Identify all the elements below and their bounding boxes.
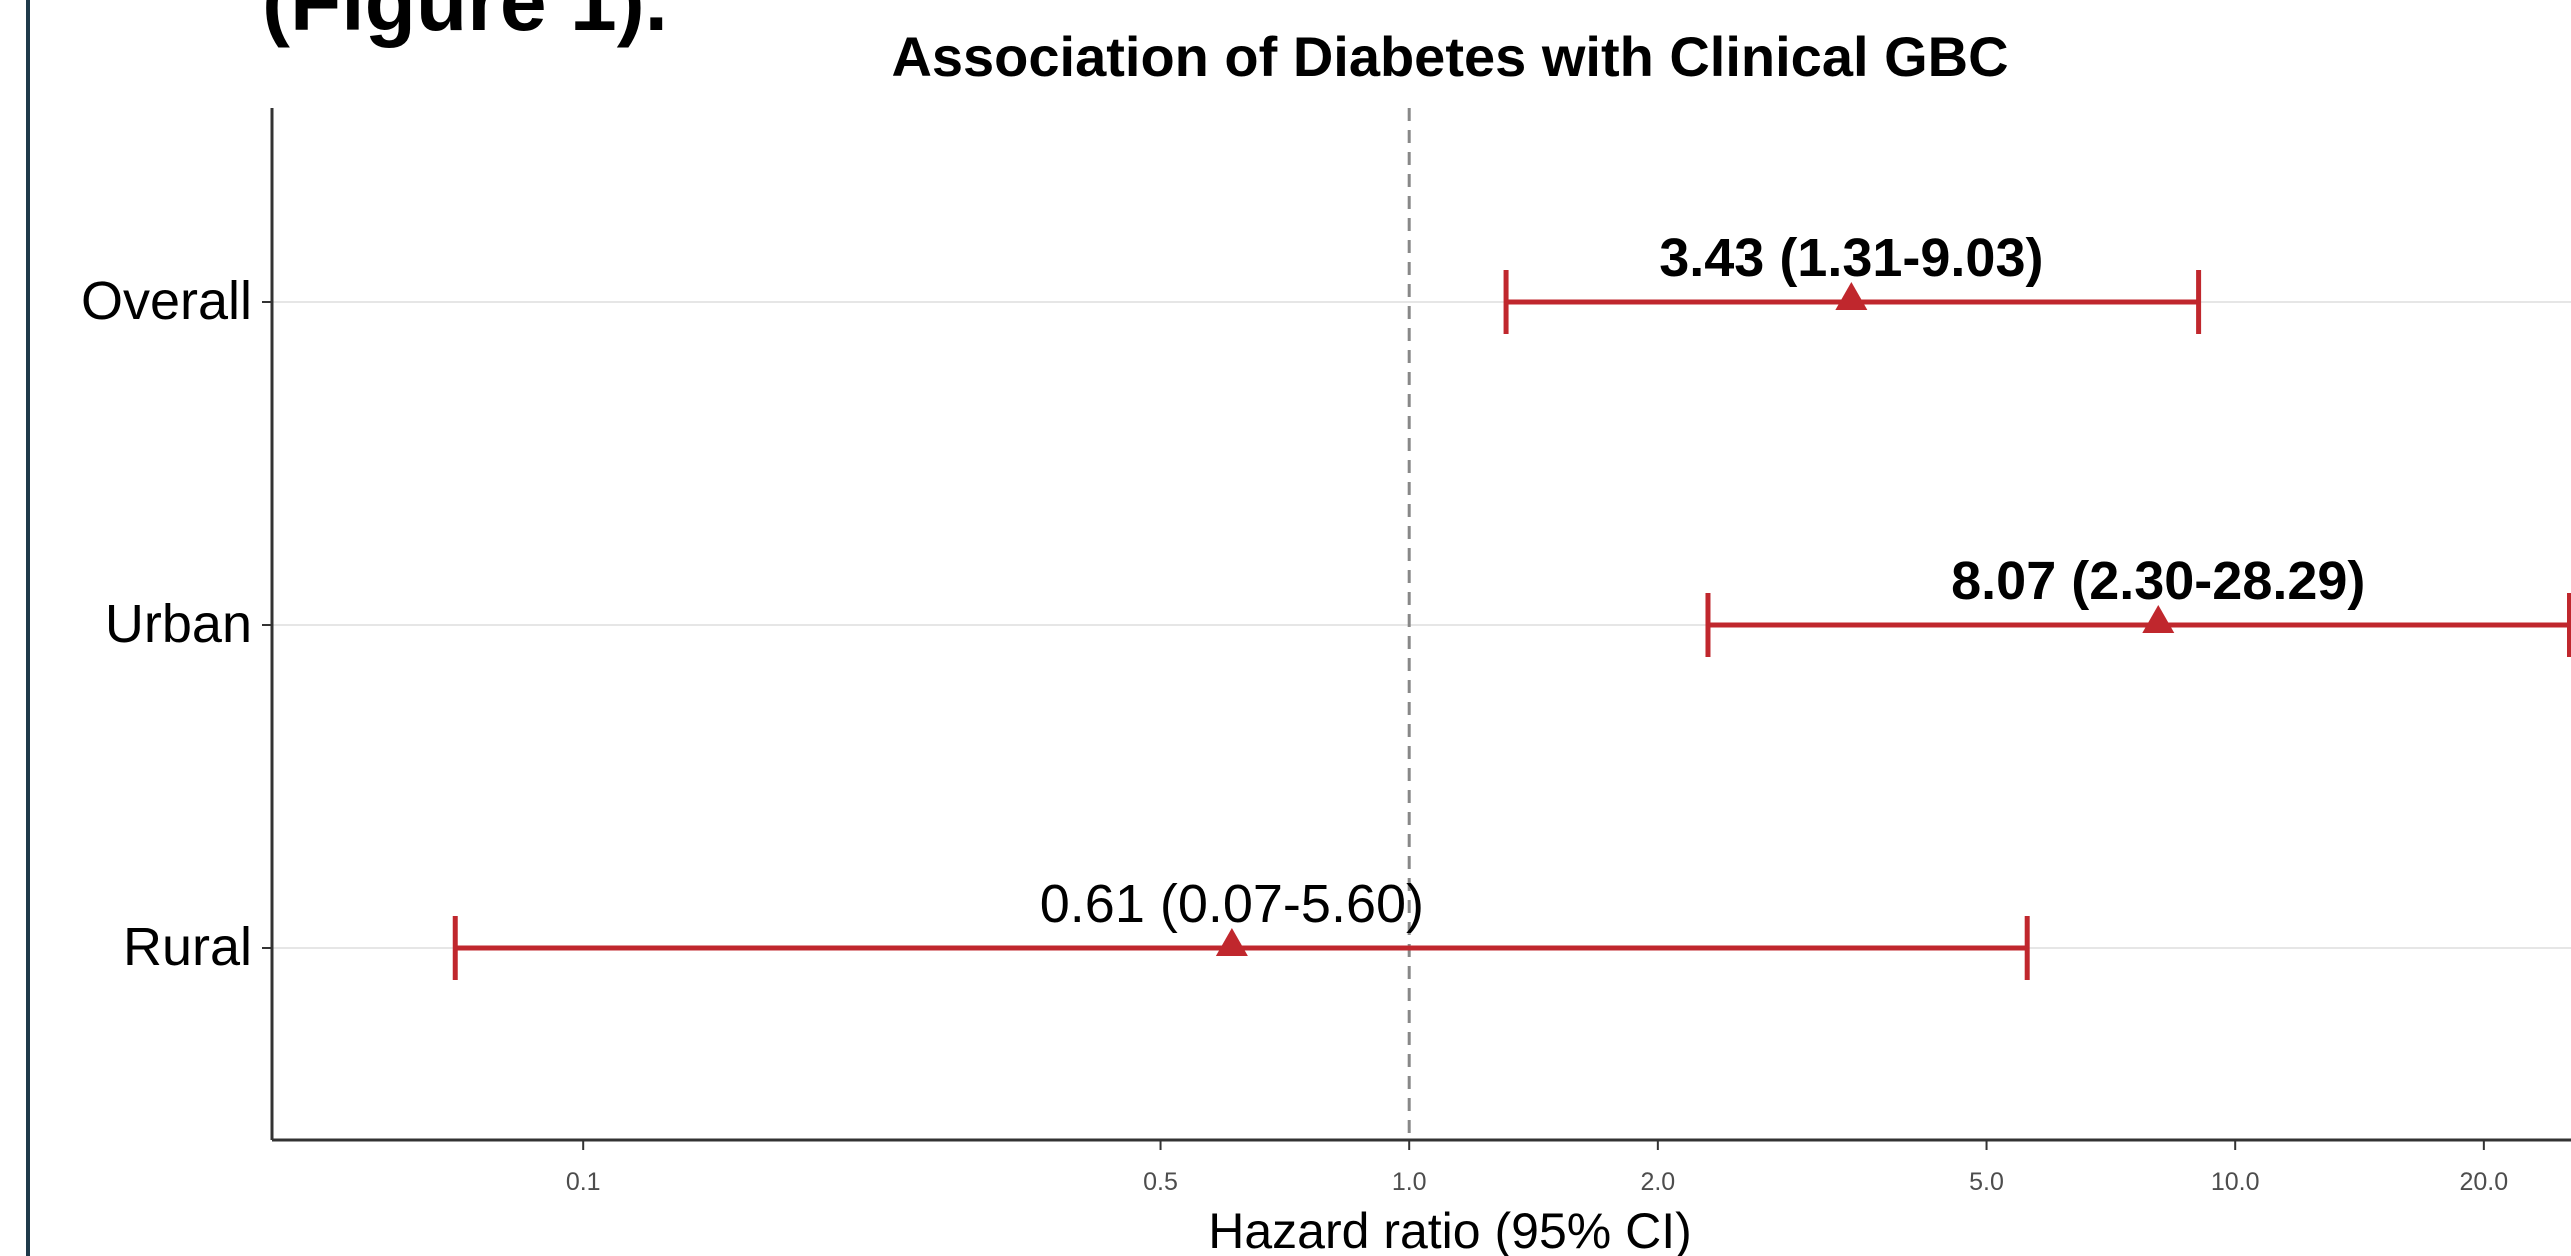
y-category-urban: Urban xyxy=(105,594,252,654)
y-axis-categories: Overall Urban Rural xyxy=(81,271,272,977)
x-tick-label: 10.0 xyxy=(2211,1168,2260,1196)
estimate-overall: 3.43 (1.31-9.03) xyxy=(1503,228,2202,334)
hazard-ratio-marker xyxy=(1835,282,1868,310)
x-axis-ticks: 0.1 0.5 1.0 2.0 5.0 10.0 20.0 xyxy=(566,1140,2508,1196)
x-tick-label: 0.5 xyxy=(1143,1168,1178,1196)
x-tick-label: 2.0 xyxy=(1640,1168,1675,1196)
estimate-urban: 8.07 (2.30-28.29) xyxy=(1705,551,2571,657)
estimate-label: 8.07 (2.30-28.29) xyxy=(1951,551,2365,611)
x-tick-label: 0.1 xyxy=(566,1168,601,1196)
x-axis-label: Hazard ratio (95% CI) xyxy=(1208,1203,1692,1256)
hazard-ratio-marker xyxy=(1215,928,1248,956)
hazard-ratio-marker xyxy=(2142,605,2175,633)
left-border-rule xyxy=(26,0,30,1256)
y-category-rural: Rural xyxy=(123,917,252,977)
estimate-rural: 0.61 (0.07-5.60) xyxy=(452,874,2030,980)
estimates: 3.43 (1.31-9.03) 8.07 (2.30-28.29) 0.61 (0… xyxy=(452,228,2571,980)
y-category-overall: Overall xyxy=(81,271,252,331)
x-tick-label: 20.0 xyxy=(2460,1168,2509,1196)
estimate-label: 0.61 (0.07-5.60) xyxy=(1040,874,1424,934)
x-tick-label: 5.0 xyxy=(1969,1168,2004,1196)
estimate-label: 3.43 (1.31-9.03) xyxy=(1659,228,2043,288)
x-tick-label: 1.0 xyxy=(1392,1168,1427,1196)
page-heading: (Figure 1). xyxy=(262,0,669,48)
chart-title: Association of Diabetes with Clinical GB… xyxy=(891,25,2008,88)
